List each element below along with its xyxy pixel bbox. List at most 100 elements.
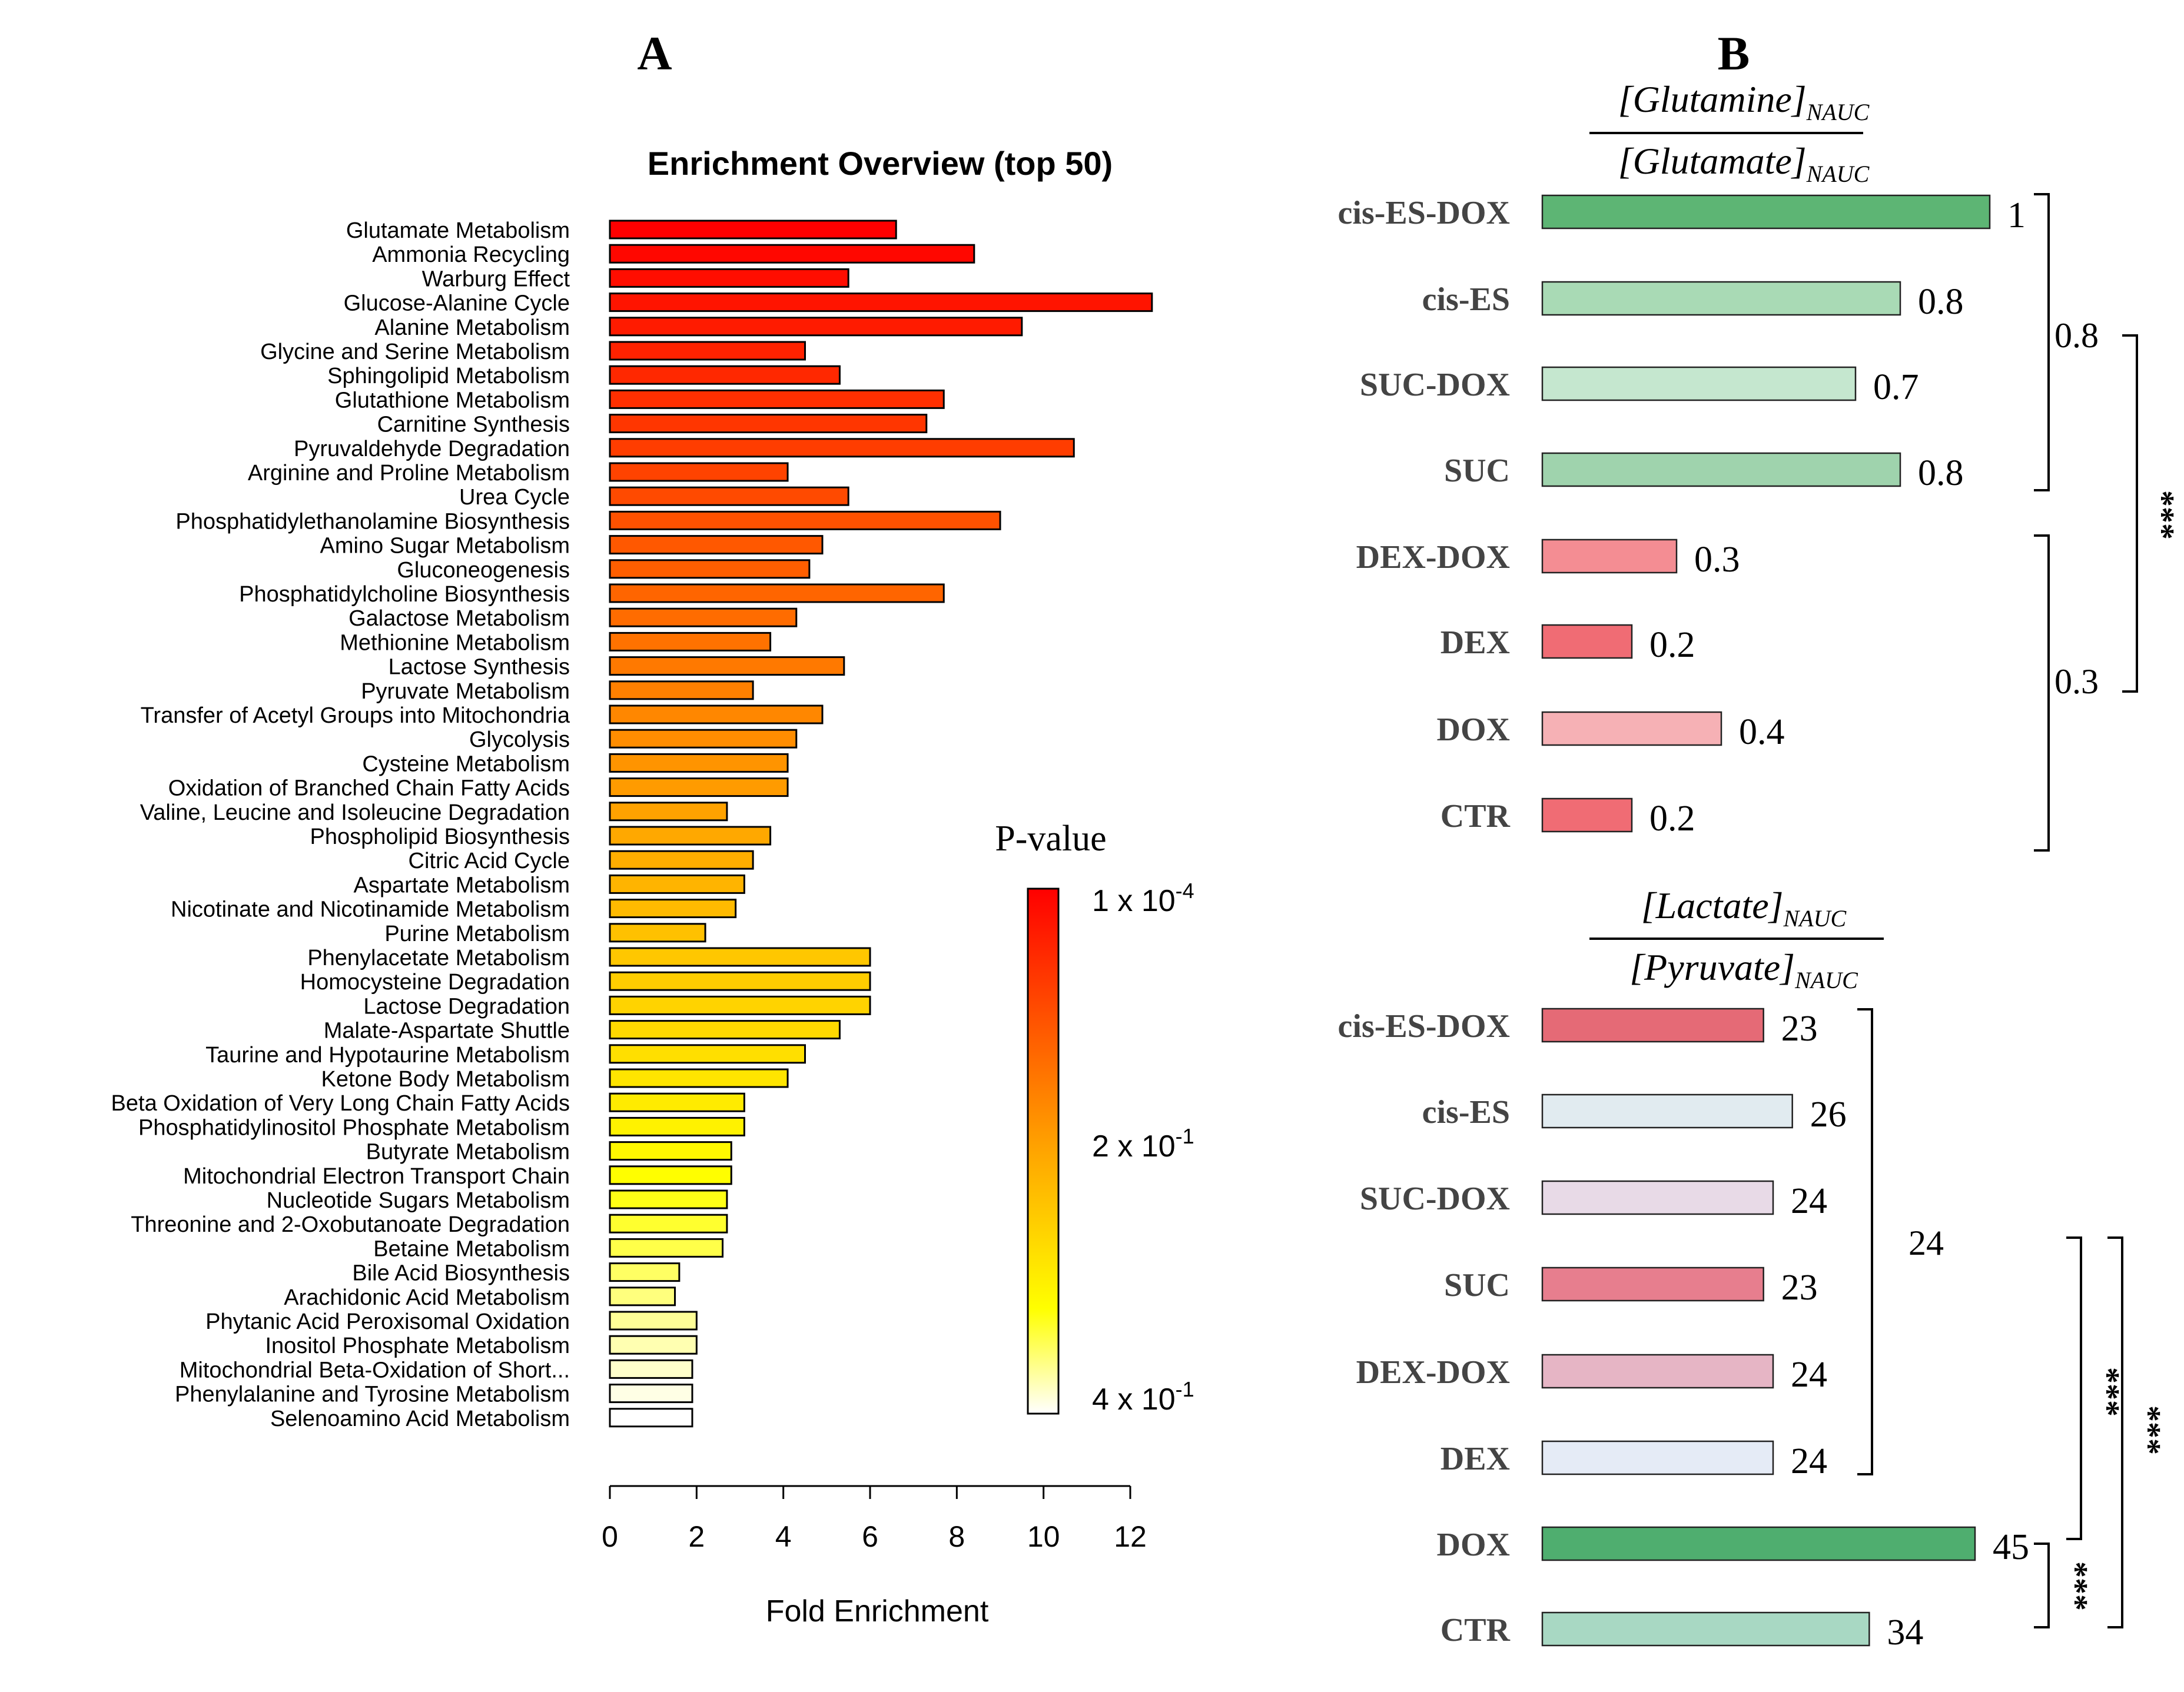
bar-value-label: 45 (1993, 1527, 2029, 1567)
bar-value-label: 23 (1781, 1009, 1818, 1049)
x-tick-label: 8 (948, 1520, 965, 1553)
enrichment-bar (609, 559, 811, 579)
x-tick-label: 10 (1027, 1520, 1060, 1553)
pathway-label: Valine, Leucine and Isoleucine Degradati… (140, 800, 570, 825)
bracket-high-group (2034, 193, 2050, 491)
enrichment-bar (609, 414, 928, 434)
ratio-bar (1541, 452, 1901, 487)
enrichment-bar (609, 244, 975, 264)
bracket-sig-dox (2066, 1236, 2082, 1540)
bar-value-label: 34 (1887, 1613, 1923, 1653)
lactate-pyruvate-chart: [Lactate]NAUC [Pyruvate]NAUC cis-ES-DOX 2… (1338, 885, 2167, 1653)
enrichment-bar (609, 802, 728, 822)
enrichment-bar (609, 1287, 676, 1307)
pathway-label: Sphingolipid Metabolism (327, 364, 570, 388)
ratio-bar (1541, 366, 1857, 401)
enrichment-bar (609, 1020, 841, 1040)
bar-value-label: 0.3 (1694, 540, 1740, 580)
enrichment-bar (609, 656, 845, 676)
chart-title: Enrichment Overview (top 50) (648, 145, 1113, 182)
pathway-label: Threonine and 2-Oxobutanoate Degradation (131, 1212, 570, 1237)
enrichment-bar (609, 680, 754, 700)
x-tick-label: 12 (1114, 1520, 1147, 1553)
pathway-label: Inositol Phosphate Metabolism (265, 1334, 570, 1358)
pathway-label: Glycine and Serine Metabolism (260, 340, 570, 364)
denominator-text: [Glutamate] (1618, 140, 1807, 182)
group-label: DOX (1437, 1527, 1510, 1563)
bar-value-label: 0.4 (1739, 712, 1785, 752)
bar-value-label: 1 (2007, 195, 2026, 235)
ratio-bar (1541, 1093, 1793, 1129)
enrichment-bar (609, 389, 945, 409)
significance-stars-dox-ctr: *** (2057, 1561, 2094, 1611)
group-label: CTR (1440, 798, 1511, 835)
pathway-label: Aspartate Metabolism (354, 873, 570, 897)
enrichment-bar (609, 1408, 693, 1428)
enrichment-bar (609, 995, 871, 1015)
pathway-label: Cysteine Metabolism (362, 752, 570, 776)
pathway-label: Glycolysis (469, 727, 570, 752)
pathway-label: Arachidonic Acid Metabolism (284, 1285, 570, 1310)
group-label: DEX (1440, 624, 1510, 661)
brackets (1857, 1008, 2123, 1628)
bracket-sig-dox-ctr (2034, 1543, 2050, 1628)
pathway-label: Methionine Metabolism (340, 630, 570, 655)
enrichment-bar (609, 607, 798, 627)
numerator-subscript: NAUC (1806, 99, 1870, 125)
group-label: DEX-DOX (1356, 1354, 1510, 1391)
bracket-significance (2122, 334, 2138, 693)
enrichment-bar (609, 850, 754, 870)
pathway-label: Phosphatidylcholine Biosynthesis (239, 582, 570, 607)
panel-b-label: B (1718, 26, 1750, 80)
group-label: cis-ES-DOX (1338, 1008, 1510, 1045)
pathway-label: Mitochondrial Electron Transport Chain (183, 1164, 570, 1189)
pathway-label: Arginine and Proline Metabolism (248, 461, 570, 486)
group-label: CTR (1440, 1612, 1511, 1648)
enrichment-bar (609, 631, 772, 651)
ratio-bar (1541, 538, 1678, 574)
enrichment-bar (609, 729, 798, 749)
x-tick-label: 2 (688, 1520, 705, 1553)
enrichment-bar (609, 583, 945, 603)
pathway-label: Warburg Effect (422, 267, 570, 291)
enrichment-bar (609, 510, 1001, 530)
pathway-label: Oxidation of Branched Chain Fatty Acids (168, 776, 570, 801)
significance-stars: *** (2144, 490, 2180, 540)
glutamine-glutamate-chart: [Glutamine]NAUC [Glutamate]NAUC cis-ES-D… (1338, 78, 2180, 852)
denominator-subscript: NAUC (1806, 161, 1870, 187)
bar-value-label: 0.7 (1873, 367, 1919, 407)
pathway-label: Glucose-Alanine Cycle (344, 291, 570, 316)
enrichment-bar (609, 462, 789, 482)
enrichment-bar (609, 292, 1153, 313)
pathway-label: Pyruvaldehyde Degradation (294, 437, 570, 461)
denominator-subscript: NAUC (1794, 967, 1858, 993)
pathway-label: Phytanic Acid Peroxisomal Oxidation (205, 1309, 570, 1334)
ratio-bar (1541, 711, 1722, 746)
x-tick-label: 0 (602, 1520, 618, 1553)
pathway-label: Lactose Degradation (363, 994, 570, 1019)
enrichment-bar (609, 899, 737, 919)
pathway-label: Phosphatidylinositol Phosphate Metabolis… (138, 1115, 570, 1140)
pathway-label: Beta Oxidation of Very Long Chain Fatty … (111, 1091, 570, 1116)
numerator-subscript: NAUC (1783, 905, 1847, 932)
pathway-label: Ammonia Recycling (372, 242, 570, 267)
enrichment-bar (609, 1262, 681, 1282)
pathway-label: Nicotinate and Nicotinamide Metabolism (171, 897, 570, 922)
numerator-text: [Glutamine] (1618, 78, 1807, 120)
group-label: SUC (1444, 1267, 1510, 1304)
pathway-label: Citric Acid Cycle (409, 849, 570, 873)
enrichment-bar (609, 923, 706, 943)
bar-value-label: 24 (1791, 1355, 1827, 1395)
ratio-bar (1541, 1611, 1870, 1647)
ratio-bar (1541, 1440, 1774, 1475)
pathway-label: Transfer of Acetyl Groups into Mitochond… (141, 703, 570, 728)
pathway-label: Bile Acid Biosynthesis (352, 1261, 570, 1286)
bar-value-label: 0.2 (1649, 799, 1695, 839)
ratio-bar (1541, 1266, 1764, 1302)
pathway-label: Phospholipid Biosynthesis (310, 825, 570, 849)
enrichment-bar (609, 1165, 732, 1185)
enrichment-bar (609, 874, 745, 894)
pathway-label: Glutamate Metabolism (346, 218, 570, 243)
bracket-label-low: 0.3 (2054, 662, 2099, 701)
